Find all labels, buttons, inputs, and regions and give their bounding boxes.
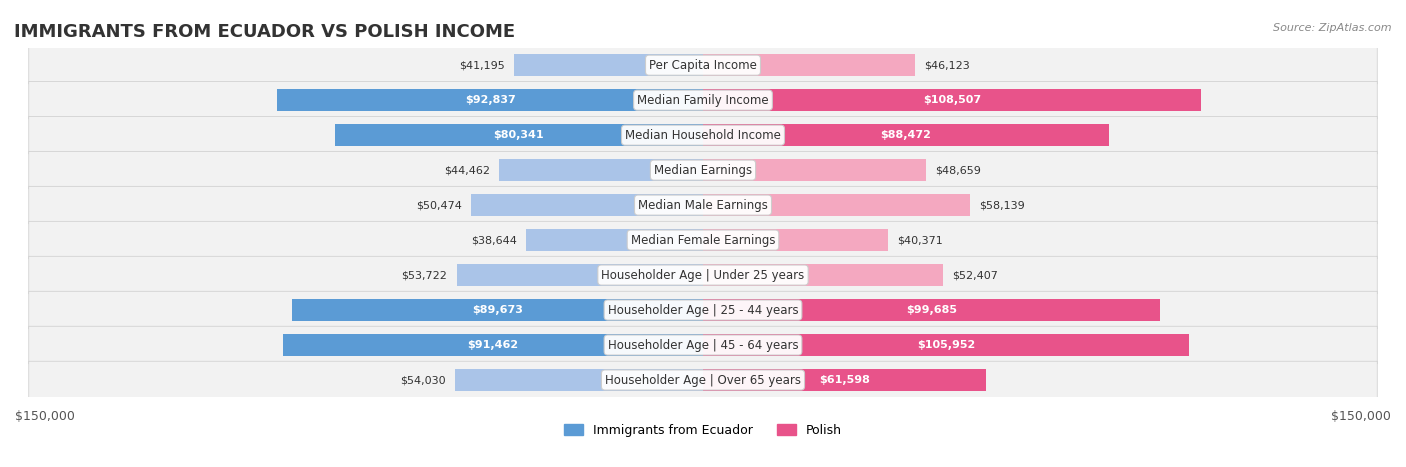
Bar (277, 89, 703, 111)
Text: $80,341: $80,341 (494, 130, 544, 140)
Bar (703, 299, 1160, 321)
Text: $53,722: $53,722 (402, 270, 447, 280)
Bar (335, 124, 703, 146)
Bar (284, 334, 703, 356)
Text: $52,407: $52,407 (952, 270, 998, 280)
FancyBboxPatch shape (28, 46, 1378, 84)
FancyBboxPatch shape (28, 81, 1378, 119)
FancyBboxPatch shape (28, 221, 1378, 259)
Text: $38,644: $38,644 (471, 235, 516, 245)
Bar (703, 369, 986, 391)
Text: Median Household Income: Median Household Income (626, 128, 780, 142)
Bar (703, 229, 889, 251)
Bar (703, 264, 943, 286)
Bar (703, 334, 1189, 356)
Bar (456, 369, 703, 391)
Text: $105,952: $105,952 (917, 340, 976, 350)
FancyBboxPatch shape (28, 186, 1378, 224)
Text: $46,123: $46,123 (924, 60, 970, 70)
Text: $88,472: $88,472 (880, 130, 931, 140)
Text: $44,462: $44,462 (444, 165, 489, 175)
Bar (457, 264, 703, 286)
Bar (515, 54, 703, 76)
Text: $92,837: $92,837 (465, 95, 516, 105)
Text: Householder Age | Over 65 years: Householder Age | Over 65 years (605, 374, 801, 387)
Legend: Immigrants from Ecuador, Polish: Immigrants from Ecuador, Polish (564, 424, 842, 437)
Text: Median Male Earnings: Median Male Earnings (638, 198, 768, 212)
Bar (291, 299, 703, 321)
Text: Median Earnings: Median Earnings (654, 163, 752, 177)
FancyBboxPatch shape (28, 151, 1378, 189)
Text: $50,474: $50,474 (416, 200, 463, 210)
Text: $61,598: $61,598 (818, 375, 870, 385)
FancyBboxPatch shape (28, 361, 1378, 399)
FancyBboxPatch shape (28, 326, 1378, 364)
Text: Median Female Earnings: Median Female Earnings (631, 234, 775, 247)
Text: $58,139: $58,139 (979, 200, 1025, 210)
Text: $54,030: $54,030 (401, 375, 446, 385)
Text: $89,673: $89,673 (472, 305, 523, 315)
Bar (471, 194, 703, 216)
Text: Householder Age | 25 - 44 years: Householder Age | 25 - 44 years (607, 304, 799, 317)
Bar (703, 194, 970, 216)
Bar (499, 159, 703, 181)
Bar (703, 124, 1109, 146)
Text: $91,462: $91,462 (468, 340, 519, 350)
Text: $150,000: $150,000 (15, 410, 75, 423)
Text: $99,685: $99,685 (905, 305, 957, 315)
FancyBboxPatch shape (28, 116, 1378, 154)
Text: Per Capita Income: Per Capita Income (650, 59, 756, 71)
Text: Source: ZipAtlas.com: Source: ZipAtlas.com (1274, 23, 1392, 33)
Text: $48,659: $48,659 (935, 165, 981, 175)
Text: $108,507: $108,507 (922, 95, 981, 105)
Bar (703, 89, 1201, 111)
Bar (526, 229, 703, 251)
Text: IMMIGRANTS FROM ECUADOR VS POLISH INCOME: IMMIGRANTS FROM ECUADOR VS POLISH INCOME (14, 23, 515, 42)
Bar (703, 159, 927, 181)
Text: $40,371: $40,371 (897, 235, 943, 245)
Bar (703, 54, 914, 76)
Text: Median Family Income: Median Family Income (637, 94, 769, 106)
Text: Householder Age | Under 25 years: Householder Age | Under 25 years (602, 269, 804, 282)
FancyBboxPatch shape (28, 291, 1378, 329)
Text: $41,195: $41,195 (460, 60, 505, 70)
Text: $150,000: $150,000 (1331, 410, 1391, 423)
FancyBboxPatch shape (28, 256, 1378, 294)
Text: Householder Age | 45 - 64 years: Householder Age | 45 - 64 years (607, 339, 799, 352)
